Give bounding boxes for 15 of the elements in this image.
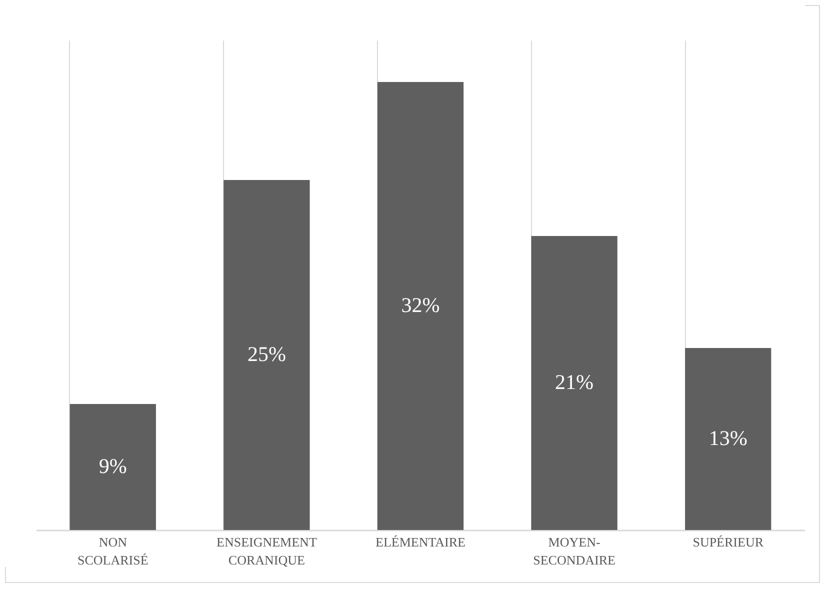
data-label: 13%: [708, 426, 748, 450]
x-tick-label: ENSEIGNEMENT CORANIQUE: [216, 534, 317, 568]
data-label: 25%: [247, 342, 286, 366]
bar: [685, 348, 772, 530]
data-label: 9%: [98, 454, 127, 478]
bar: [531, 236, 618, 530]
x-tick-label: NON SCOLARISÉ: [78, 534, 148, 568]
x-tick-label: MOYEN-SECONDAIRE: [533, 534, 616, 568]
bar: [377, 82, 464, 530]
data-label: 21%: [555, 370, 594, 394]
x-tick-label: SUPÉRIEUR: [692, 534, 764, 550]
x-tick-label: ELÉMENTAIRE: [376, 534, 466, 550]
data-label: 32%: [401, 293, 440, 317]
bar: [224, 180, 310, 530]
bar: [70, 404, 156, 530]
